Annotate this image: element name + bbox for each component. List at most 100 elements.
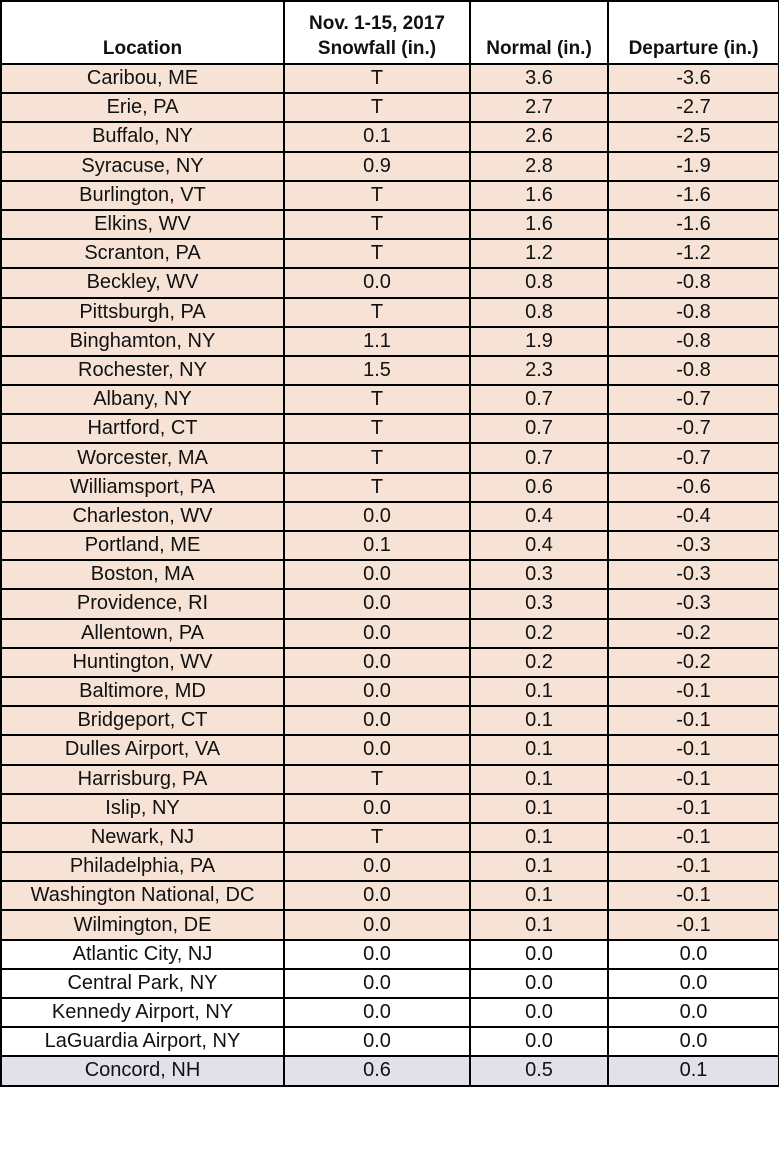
table-row: Buffalo, NY 0.1 2.6 -2.5 <box>0 121 779 153</box>
normal-cell: 0.1 <box>469 705 609 737</box>
normal-cell: 0.1 <box>469 909 609 941</box>
departure-cell: 0.0 <box>607 1026 779 1058</box>
departure-cell: -2.7 <box>607 92 779 124</box>
snowfall-table: Location Nov. 1-15, 2017 Snowfall (in.) … <box>0 0 779 1087</box>
location-cell: Philadelphia, PA <box>0 851 285 883</box>
departure-cell: -0.7 <box>607 413 779 445</box>
departure-cell: -0.3 <box>607 529 779 562</box>
departure-cell: -0.1 <box>607 909 779 941</box>
table-row: Baltimore, MD 0.0 0.1 -0.1 <box>0 675 779 708</box>
snowfall-cell: T <box>283 179 471 211</box>
departure-cell: -1.6 <box>607 208 779 241</box>
table-row: Providence, RI 0.0 0.3 -0.3 <box>0 588 779 620</box>
departure-cell: -0.1 <box>607 705 779 737</box>
normal-cell: 0.1 <box>469 880 609 912</box>
snowfall-cell: 0.0 <box>283 646 471 678</box>
location-cell: Allentown, PA <box>0 617 285 649</box>
location-cell: Syracuse, NY <box>0 150 285 182</box>
table-row: Philadelphia, PA 0.0 0.1 -0.1 <box>0 851 779 883</box>
snowfall-cell: 0.0 <box>283 267 471 299</box>
table-row: Pittsburgh, PA T 0.8 -0.8 <box>0 296 779 328</box>
snowfall-cell: 0.0 <box>283 734 471 766</box>
location-cell: Burlington, VT <box>0 179 285 211</box>
table-row: Central Park, NY 0.0 0.0 0.0 <box>0 967 779 1000</box>
table-row: LaGuardia Airport, NY 0.0 0.0 0.0 <box>0 1026 779 1058</box>
table-row: Kennedy Airport, NY 0.0 0.0 0.0 <box>0 996 779 1029</box>
table-row: Bridgeport, CT 0.0 0.1 -0.1 <box>0 705 779 737</box>
snowfall-cell: 0.0 <box>283 559 471 591</box>
normal-cell: 0.1 <box>469 763 609 795</box>
table-row: Allentown, PA 0.0 0.2 -0.2 <box>0 617 779 649</box>
snowfall-cell: T <box>283 471 471 503</box>
location-cell: Wilmington, DE <box>0 909 285 941</box>
snowfall-cell: 0.0 <box>283 675 471 708</box>
snowfall-cell: 0.9 <box>283 150 471 182</box>
location-header: Location <box>0 0 285 65</box>
snowfall-cell: T <box>283 238 471 270</box>
location-cell: Newark, NJ <box>0 821 285 854</box>
departure-cell: -0.8 <box>607 325 779 357</box>
table-row: Burlington, VT T 1.6 -1.6 <box>0 179 779 211</box>
normal-cell: 0.4 <box>469 500 609 533</box>
snowfall-header: Nov. 1-15, 2017 Snowfall (in.) <box>283 0 471 65</box>
normal-cell: 0.1 <box>469 792 609 824</box>
location-cell: Pittsburgh, PA <box>0 296 285 328</box>
snowfall-cell: T <box>283 92 471 124</box>
snowfall-cell: 0.0 <box>283 705 471 737</box>
location-cell: Washington National, DC <box>0 880 285 912</box>
normal-cell: 0.4 <box>469 529 609 562</box>
normal-cell: 0.1 <box>469 734 609 766</box>
table-row: Portland, ME 0.1 0.4 -0.3 <box>0 529 779 562</box>
location-cell: Boston, MA <box>0 559 285 591</box>
snowfall-cell: T <box>283 296 471 328</box>
location-cell: Binghamton, NY <box>0 325 285 357</box>
location-cell: Kennedy Airport, NY <box>0 996 285 1029</box>
location-cell: Dulles Airport, VA <box>0 734 285 766</box>
location-cell: Albany, NY <box>0 384 285 416</box>
departure-cell: -0.1 <box>607 880 779 912</box>
location-cell: Providence, RI <box>0 588 285 620</box>
location-cell: Caribou, ME <box>0 62 285 95</box>
location-cell: Central Park, NY <box>0 967 285 1000</box>
departure-cell: -0.8 <box>607 354 779 387</box>
departure-cell: -0.2 <box>607 617 779 649</box>
table-row: Worcester, MA T 0.7 -0.7 <box>0 442 779 474</box>
table-row: Wilmington, DE 0.0 0.1 -0.1 <box>0 909 779 941</box>
normal-cell: 0.6 <box>469 471 609 503</box>
snowfall-cell: 0.0 <box>283 880 471 912</box>
departure-cell: -0.3 <box>607 588 779 620</box>
departure-cell: -0.8 <box>607 296 779 328</box>
location-cell: Charleston, WV <box>0 500 285 533</box>
normal-cell: 0.3 <box>469 588 609 620</box>
table-row: Dulles Airport, VA 0.0 0.1 -0.1 <box>0 734 779 766</box>
departure-cell: -0.1 <box>607 821 779 854</box>
table-row: Scranton, PA T 1.2 -1.2 <box>0 238 779 270</box>
normal-cell: 2.6 <box>469 121 609 153</box>
normal-cell: 0.0 <box>469 996 609 1029</box>
snowfall-cell: T <box>283 442 471 474</box>
normal-cell: 0.7 <box>469 442 609 474</box>
departure-cell: -3.6 <box>607 62 779 95</box>
table-row: Erie, PA T 2.7 -2.7 <box>0 92 779 124</box>
normal-cell: 0.0 <box>469 938 609 970</box>
table-row: Williamsport, PA T 0.6 -0.6 <box>0 471 779 503</box>
normal-cell: 0.5 <box>469 1055 609 1087</box>
snowfall-cell: T <box>283 62 471 95</box>
snowfall-cell: 0.0 <box>283 996 471 1029</box>
departure-cell: -0.7 <box>607 384 779 416</box>
table-row: Albany, NY T 0.7 -0.7 <box>0 384 779 416</box>
location-cell: Williamsport, PA <box>0 471 285 503</box>
location-cell: Baltimore, MD <box>0 675 285 708</box>
departure-cell: -0.7 <box>607 442 779 474</box>
snowfall-cell: 0.0 <box>283 588 471 620</box>
snowfall-cell: 0.0 <box>283 1026 471 1058</box>
location-cell: Scranton, PA <box>0 238 285 270</box>
normal-cell: 1.2 <box>469 238 609 270</box>
snowfall-cell: 0.0 <box>283 617 471 649</box>
normal-cell: 0.3 <box>469 559 609 591</box>
departure-cell: -0.1 <box>607 851 779 883</box>
table-row: Boston, MA 0.0 0.3 -0.3 <box>0 559 779 591</box>
location-cell: Bridgeport, CT <box>0 705 285 737</box>
departure-cell: -0.1 <box>607 792 779 824</box>
location-cell: Huntington, WV <box>0 646 285 678</box>
